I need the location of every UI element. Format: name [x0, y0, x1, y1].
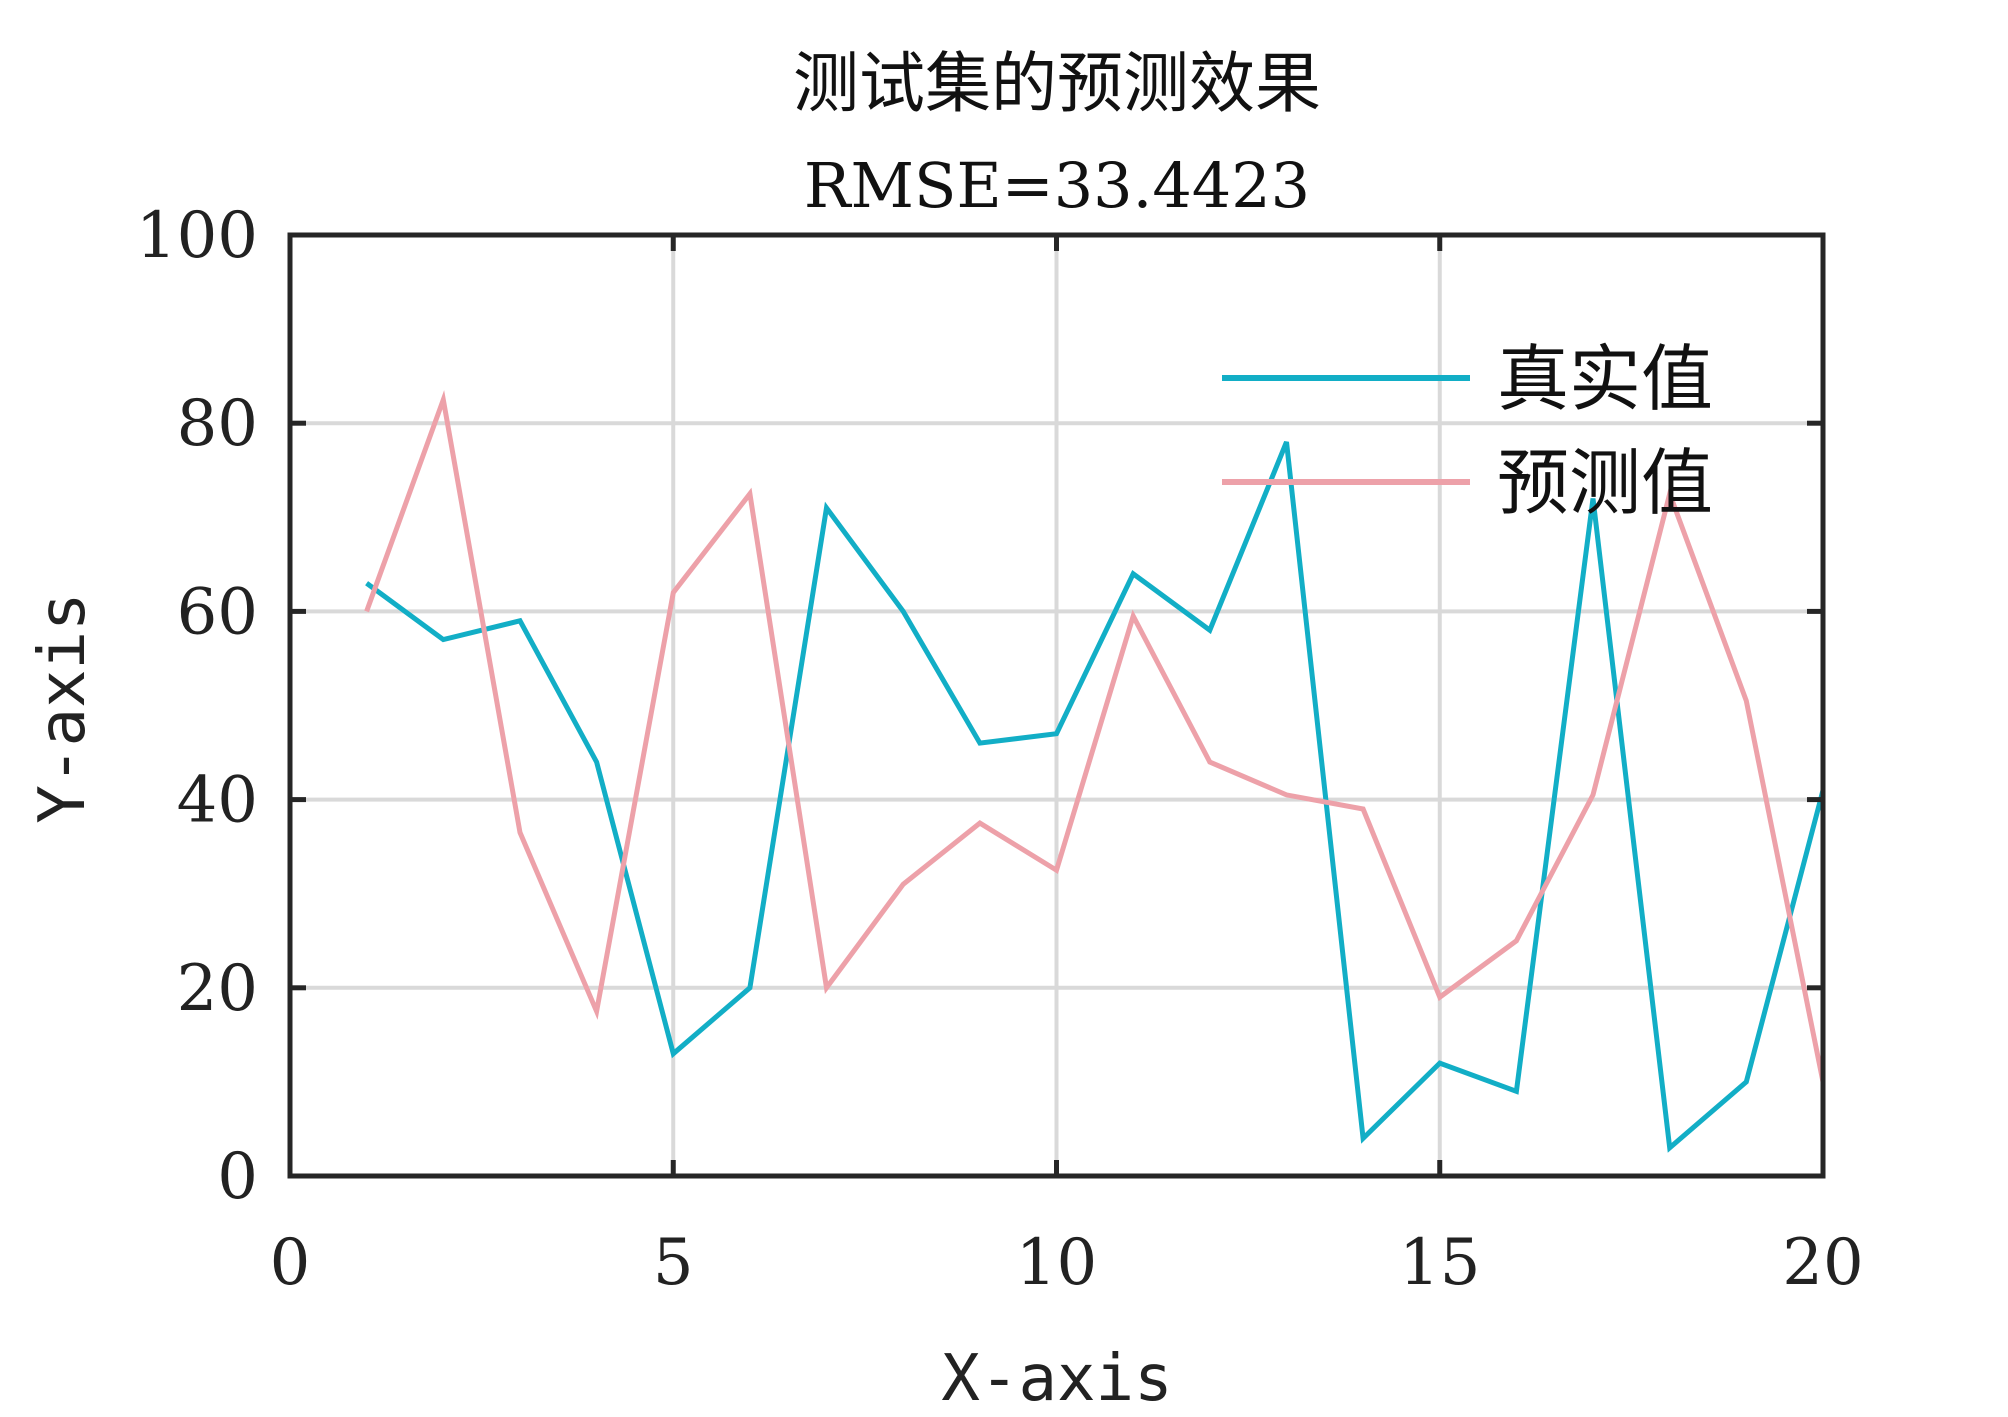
legend-label-predicted: 预测值 [1497, 441, 1713, 525]
x-tick-label: 20 [1782, 1226, 1863, 1300]
x-tick-label: 15 [1399, 1226, 1480, 1300]
x-tick-label: 10 [1016, 1226, 1097, 1300]
series-line-1 [364, 390, 1826, 1083]
series-lines [364, 390, 1826, 1153]
y-tick-label: 0 [217, 1140, 258, 1214]
y-tick-label: 20 [177, 952, 258, 1026]
y-tick-label: 40 [177, 764, 258, 838]
chart-subtitle: RMSE=33.4423 [804, 149, 1310, 222]
y-tick-label: 80 [177, 387, 258, 461]
y-axis-label: Y-axis [26, 592, 100, 823]
x-tick-label: 5 [653, 1226, 694, 1300]
series-line-0 [365, 441, 1826, 1153]
legend: 真实值 预测值 [1222, 337, 1713, 525]
x-tick-label: 0 [270, 1226, 311, 1300]
axes: 0 5 10 15 20 0 20 40 60 80 100 [136, 199, 1864, 1300]
y-tick-label: 60 [177, 575, 258, 649]
legend-label-actual: 真实值 [1497, 337, 1713, 421]
chart-title: 测试集的预测效果 [793, 45, 1321, 122]
x-axis-label: X-axis [941, 1342, 1172, 1416]
y-tick-label: 100 [136, 199, 258, 273]
